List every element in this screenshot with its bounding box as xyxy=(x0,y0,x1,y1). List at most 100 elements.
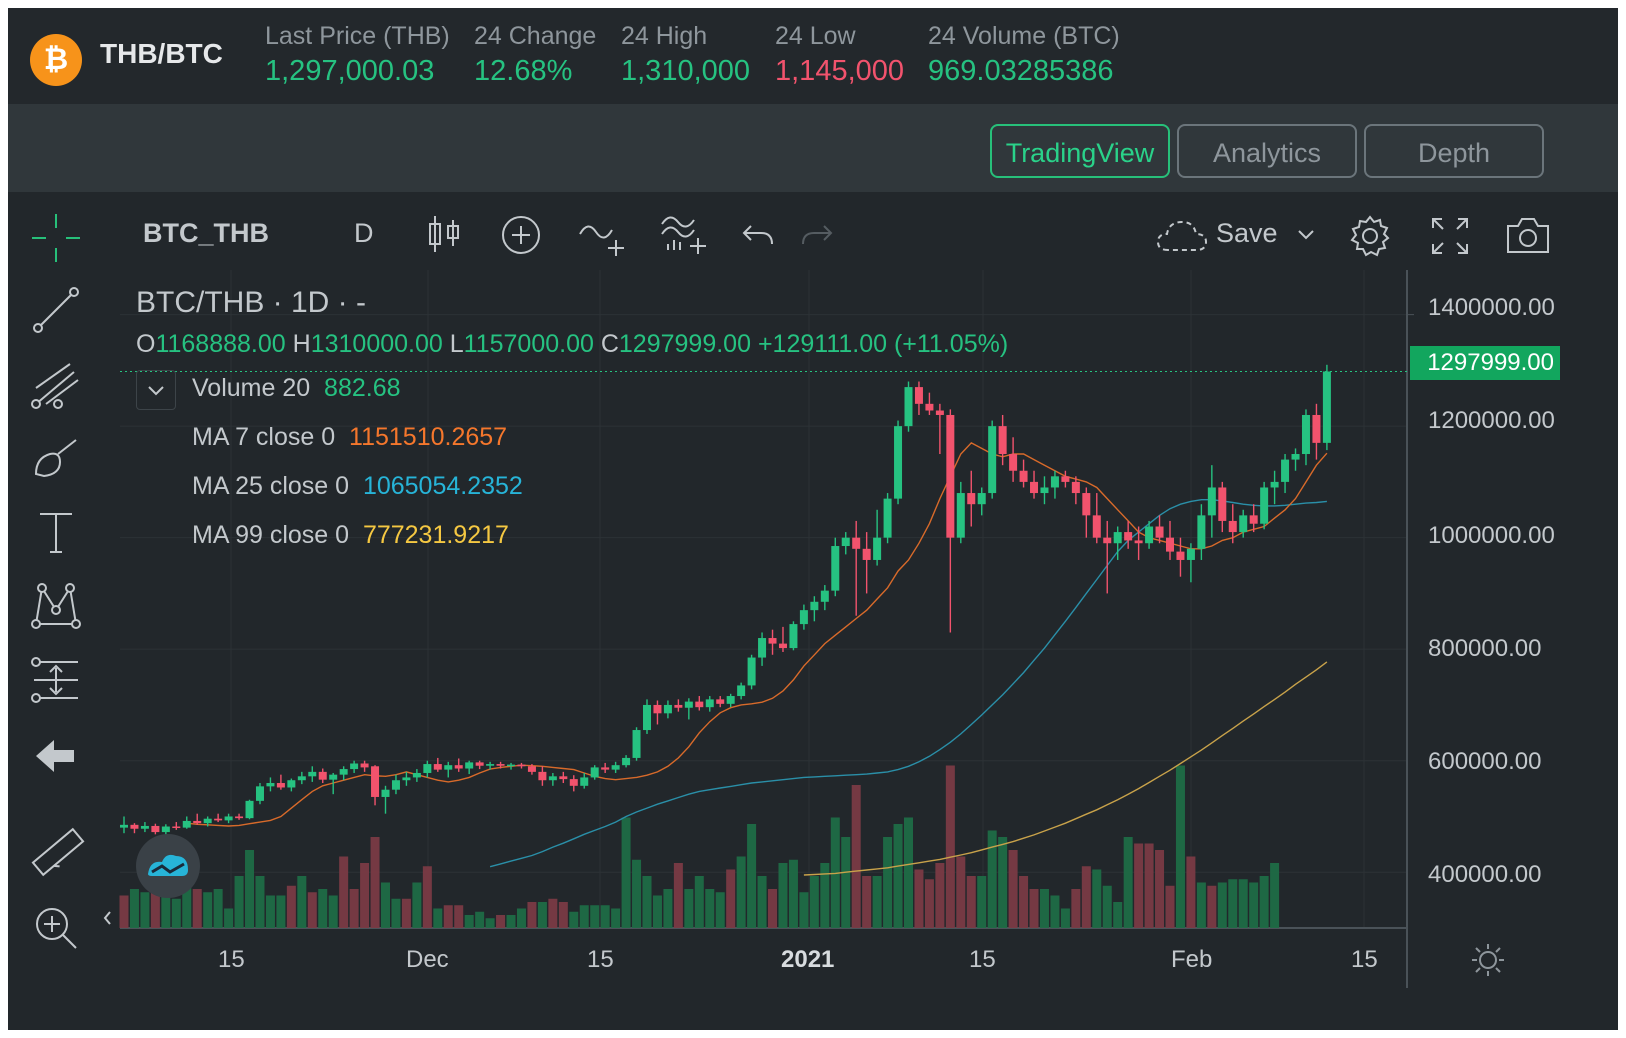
crosshair-icon[interactable] xyxy=(30,212,82,264)
candle-body xyxy=(768,638,777,644)
stat-label: 24 Low xyxy=(775,22,856,50)
indicator-name: MA 7 close 0 xyxy=(192,423,336,451)
volume-bar xyxy=(998,837,1008,928)
candle-body xyxy=(663,704,672,714)
candle-body xyxy=(1322,371,1331,443)
price-chart[interactable] xyxy=(8,8,1618,1030)
zoom-in-icon[interactable] xyxy=(30,902,82,954)
interval-button[interactable]: D xyxy=(354,218,374,248)
pitchfork-icon[interactable] xyxy=(30,358,82,410)
candle-body xyxy=(465,762,474,769)
candle-body xyxy=(1019,470,1028,482)
open-value: 1168888.00 xyxy=(155,330,286,358)
cloud-icon[interactable] xyxy=(1156,216,1208,256)
templates-icon[interactable] xyxy=(660,210,710,258)
candle-body xyxy=(977,493,986,505)
tab-tradingview[interactable]: TradingView xyxy=(990,124,1170,178)
sun-icon[interactable] xyxy=(1470,942,1506,978)
candle-style-icon[interactable] xyxy=(426,212,462,256)
candle-body xyxy=(1113,532,1122,544)
volume-bar xyxy=(799,892,809,928)
view-tab-bar: TradingView Analytics Depth xyxy=(8,104,1618,192)
indicators-icon[interactable] xyxy=(578,214,628,258)
volume-bar xyxy=(548,898,558,928)
candle-body xyxy=(653,704,662,714)
candle-body xyxy=(412,772,421,778)
volume-bar xyxy=(956,856,966,928)
volume-bar xyxy=(224,908,234,928)
candle-body xyxy=(214,818,223,821)
volume-bar xyxy=(339,856,349,928)
legend-collapse-button[interactable] xyxy=(136,370,176,410)
stat-label: 24 Change xyxy=(474,22,597,50)
indicator-value: 1065054.2352 xyxy=(362,472,523,500)
volume-bar xyxy=(255,876,265,928)
volume-bar xyxy=(778,863,788,928)
volume-bar xyxy=(663,889,673,928)
volume-bar xyxy=(611,908,621,928)
time-tick: 15 xyxy=(1351,946,1378,973)
indicator-ma7[interactable]: MA 7 close 0 1151510.2657 xyxy=(192,423,507,452)
ma25-line xyxy=(489,499,1327,868)
candle-body xyxy=(1134,540,1143,544)
volume-bar xyxy=(213,889,223,928)
fullscreen-icon[interactable] xyxy=(1430,216,1470,256)
volume-bar xyxy=(1092,869,1102,928)
stat-24-low: 24 Low 1,145,000 xyxy=(775,22,904,88)
chevron-down-icon xyxy=(148,386,164,396)
volume-bar xyxy=(600,905,610,928)
volume-bar xyxy=(506,915,516,928)
save-button[interactable]: Save xyxy=(1216,218,1278,248)
arrow-left-icon[interactable] xyxy=(30,732,82,784)
indicator-volume[interactable]: Volume 20 882.68 xyxy=(192,374,401,403)
volume-bar xyxy=(318,889,328,928)
volume-bar xyxy=(1134,843,1144,928)
volume-bar xyxy=(485,918,495,928)
volume-bar xyxy=(307,892,317,928)
candle-body xyxy=(1050,476,1059,488)
trend-line-icon[interactable] xyxy=(30,284,82,336)
chevron-down-icon[interactable] xyxy=(1296,228,1316,242)
volume-bar xyxy=(496,915,506,928)
volume-bar xyxy=(590,905,600,928)
measure-icon[interactable] xyxy=(30,654,82,706)
add-compare-icon[interactable] xyxy=(500,214,542,256)
stat-label: 24 High xyxy=(621,22,708,50)
indicator-value: 1151510.2657 xyxy=(349,423,508,451)
volume-bar xyxy=(862,876,872,928)
candle-body xyxy=(862,548,871,560)
gear-icon[interactable] xyxy=(1348,214,1392,258)
volume-bar xyxy=(851,785,861,928)
candle-body xyxy=(517,764,526,767)
collapse-toolbar-icon[interactable] xyxy=(100,908,116,928)
undo-icon[interactable] xyxy=(741,218,775,252)
volume-bar xyxy=(747,824,757,928)
candle-body xyxy=(1218,487,1227,521)
volume-bar xyxy=(1207,885,1217,928)
tab-depth[interactable]: Depth xyxy=(1364,124,1544,178)
ohlc-readout: O1168888.00 H1310000.00 L1157000.00 C129… xyxy=(136,330,1008,359)
indicator-ma25[interactable]: MA 25 close 0 1065054.2352 xyxy=(192,472,523,501)
candle-body xyxy=(130,824,139,829)
redo-icon[interactable] xyxy=(800,218,834,252)
candle-body xyxy=(120,824,128,828)
volume-bar xyxy=(621,817,631,928)
candle-body xyxy=(402,777,411,781)
candle-body xyxy=(1176,551,1185,560)
brush-icon[interactable] xyxy=(30,432,82,484)
text-tool-icon[interactable] xyxy=(30,506,82,558)
candle-body xyxy=(998,426,1007,455)
volume-bar xyxy=(652,895,662,928)
volume-bar xyxy=(694,876,704,928)
candle-body xyxy=(1166,537,1174,552)
tab-analytics[interactable]: Analytics xyxy=(1177,124,1357,178)
candle-body xyxy=(904,387,913,427)
camera-icon[interactable] xyxy=(1504,214,1552,256)
symbol-search-button[interactable]: BTC_THB xyxy=(143,218,269,248)
candle-body xyxy=(590,767,599,778)
volume-bar xyxy=(684,889,694,928)
indicator-ma99[interactable]: MA 99 close 0 777231.9217 xyxy=(192,521,509,550)
candle-body xyxy=(580,777,589,786)
pattern-icon[interactable] xyxy=(30,580,82,632)
ruler-icon[interactable] xyxy=(30,824,86,880)
